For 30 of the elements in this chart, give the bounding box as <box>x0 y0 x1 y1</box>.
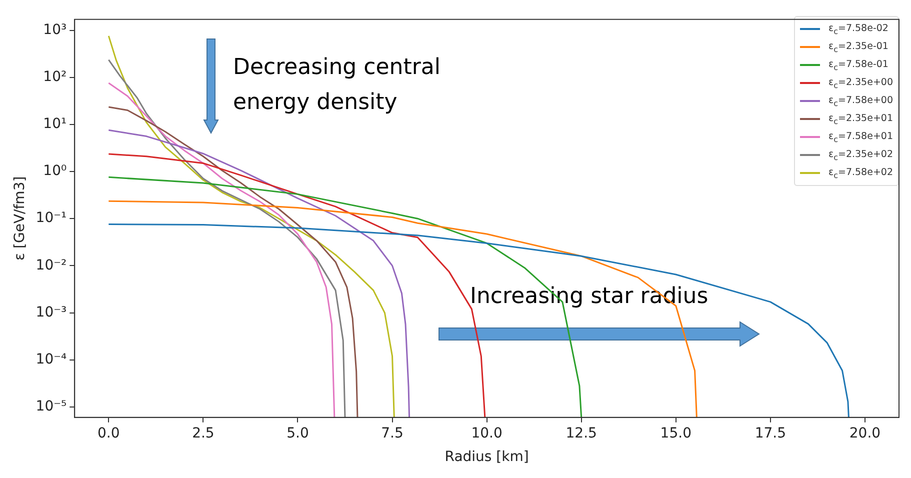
legend-label: ε$_{c}$=2.35e+02 <box>828 148 893 162</box>
x-tick-label: 5.0 <box>286 425 309 442</box>
legend-label: ε$_{c}$=7.58e+01 <box>828 130 893 144</box>
x-tick-label: 20.0 <box>849 425 881 442</box>
legend-label: ε$_{c}$=7.58e-02 <box>828 22 888 36</box>
y-axis-title: ε [GeV/fm3] <box>12 176 28 260</box>
y-tick-label: 10⁻¹ <box>36 210 67 226</box>
x-tick-label: 7.5 <box>381 425 404 442</box>
legend-label: ε$_{c}$=2.35e+00 <box>828 76 893 90</box>
y-tick-label: 10¹ <box>43 116 67 132</box>
legend-label: ε$_{c}$=7.58e+00 <box>828 94 893 108</box>
y-tick-label: 10⁻⁴ <box>36 352 67 368</box>
x-tick-label: 10.0 <box>471 425 502 442</box>
x-axis-title: Radius [km] <box>444 449 529 466</box>
legend-label: ε$_{c}$=7.58e+02 <box>828 166 893 180</box>
y-tick-label: 10⁰ <box>43 163 67 180</box>
y-tick-label: 10⁻⁵ <box>36 398 67 415</box>
y-tick-label: 10⁻² <box>36 257 67 274</box>
y-tick-label: 10³ <box>43 22 67 38</box>
y-tick-label: 10⁻³ <box>36 304 67 320</box>
x-tick-label: 0.0 <box>98 425 120 442</box>
x-tick-label: 12.5 <box>566 425 597 442</box>
x-tick-label: 2.5 <box>192 425 214 442</box>
x-tick-label: 15.0 <box>660 425 692 442</box>
legend-label: ε$_{c}$=2.35e+01 <box>828 112 893 126</box>
legend-label: ε$_{c}$=7.58e-01 <box>828 58 888 72</box>
y-tick-label: 10² <box>43 68 67 85</box>
annotation: Decreasing central energy density <box>233 54 442 117</box>
legend-label: ε$_{c}$=2.35e-01 <box>828 40 888 54</box>
x-tick-label: 17.5 <box>754 425 786 442</box>
